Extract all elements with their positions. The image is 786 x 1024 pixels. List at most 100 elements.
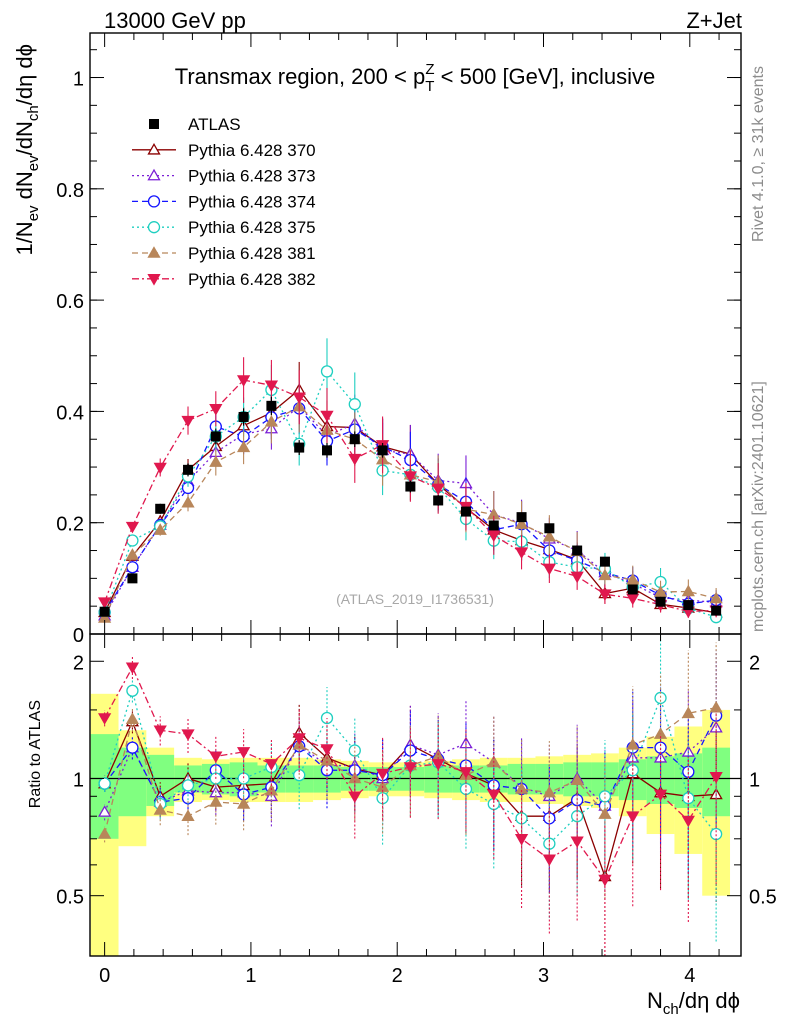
data-marker bbox=[433, 495, 444, 506]
series-marker bbox=[598, 568, 612, 581]
series-marker bbox=[653, 789, 668, 802]
series-marker bbox=[147, 246, 161, 258]
series-marker bbox=[125, 521, 140, 534]
series-marker bbox=[514, 547, 529, 560]
y-tick-label: 0.8 bbox=[56, 180, 84, 202]
series-marker bbox=[626, 738, 640, 750]
series-marker bbox=[153, 523, 167, 535]
legend-item-pythia-6-428-373: Pythia 6.428 373 bbox=[132, 167, 316, 186]
legend-label: Pythia 6.428 370 bbox=[188, 141, 316, 160]
y-tick-label: 0.6 bbox=[56, 291, 84, 313]
ratio-tick-label-right: 2 bbox=[749, 652, 760, 674]
data-marker bbox=[627, 584, 638, 595]
series-marker bbox=[237, 772, 250, 785]
series-marker bbox=[181, 415, 195, 428]
series-marker bbox=[514, 834, 529, 846]
ratio-panel-frame bbox=[89, 633, 742, 957]
data-marker bbox=[127, 573, 138, 584]
series-marker bbox=[375, 768, 390, 781]
data-marker bbox=[99, 606, 110, 617]
series-marker bbox=[153, 725, 167, 738]
series-marker bbox=[542, 529, 556, 542]
legend-label: Pythia 6.428 382 bbox=[188, 270, 316, 289]
series-marker bbox=[598, 874, 612, 887]
series-line-main bbox=[104, 405, 717, 617]
ratio-tick-label-left: 1 bbox=[73, 769, 84, 791]
series-marker bbox=[264, 783, 279, 796]
ratio-tick-label-right: 1 bbox=[749, 769, 760, 791]
series-line-main bbox=[104, 405, 717, 619]
data-marker bbox=[183, 464, 194, 475]
series-marker bbox=[542, 854, 556, 867]
series-marker bbox=[514, 782, 529, 794]
series-marker bbox=[125, 548, 140, 560]
data-marker bbox=[266, 400, 277, 411]
data-marker bbox=[405, 481, 416, 492]
legend-item-pythia-6-428-374: Pythia 6.428 374 bbox=[132, 192, 316, 211]
legend-label: Pythia 6.428 375 bbox=[188, 218, 316, 237]
mcplots-source-label: mcplots.cern.ch [arXiv:2401.10621] bbox=[750, 381, 767, 632]
energy-label: 13000 GeV pp bbox=[104, 8, 246, 33]
legend-item-pythia-6-428-381: Pythia 6.428 381 bbox=[132, 244, 316, 263]
rivet-version-label: Rivet 4.1.0, ≥ 31k events bbox=[750, 66, 767, 242]
data-marker bbox=[210, 431, 221, 442]
series-marker bbox=[348, 744, 361, 757]
series-marker bbox=[236, 797, 251, 809]
series-marker bbox=[209, 455, 223, 467]
series-marker bbox=[147, 195, 161, 208]
legend-label: Pythia 6.428 373 bbox=[188, 167, 316, 186]
data-marker bbox=[488, 520, 499, 531]
series-marker bbox=[570, 571, 584, 584]
series-marker bbox=[98, 805, 112, 817]
data-marker bbox=[572, 545, 583, 556]
series-marker bbox=[153, 803, 167, 815]
series-marker bbox=[147, 274, 161, 286]
series-pythia-6-428-382 bbox=[98, 357, 723, 956]
x-tick-label: 4 bbox=[684, 965, 695, 987]
x-tick-label: 1 bbox=[245, 965, 256, 987]
series-marker bbox=[320, 365, 334, 378]
data-marker bbox=[711, 605, 722, 616]
series-marker bbox=[653, 585, 668, 597]
series-marker bbox=[98, 713, 112, 725]
series-marker bbox=[98, 777, 111, 790]
series-marker bbox=[292, 392, 306, 405]
data-marker bbox=[349, 434, 360, 445]
series-marker bbox=[514, 517, 529, 529]
series-marker bbox=[126, 561, 139, 574]
series-marker bbox=[348, 398, 361, 411]
series-marker bbox=[320, 744, 334, 756]
series-line-ratio bbox=[104, 715, 717, 820]
legend-item-atlas: ATLAS bbox=[149, 115, 241, 134]
series-marker bbox=[403, 762, 417, 774]
series-line-main bbox=[104, 370, 717, 618]
data-marker bbox=[655, 596, 666, 607]
data-marker bbox=[294, 442, 305, 453]
series-marker bbox=[681, 584, 695, 597]
series-marker bbox=[626, 811, 640, 824]
series-marker bbox=[431, 759, 445, 771]
series-marker bbox=[236, 747, 251, 759]
legend-item-pythia-6-428-382: Pythia 6.428 382 bbox=[132, 270, 316, 289]
series-marker bbox=[431, 483, 445, 496]
series-marker bbox=[320, 711, 334, 725]
series-marker bbox=[320, 754, 334, 766]
x-tick-label: 3 bbox=[538, 965, 549, 987]
y-axis-label: 1/Nev dNev/dNch/dη dϕ bbox=[12, 44, 42, 256]
data-marker bbox=[238, 411, 249, 422]
ratio-tick-label-left: 0.5 bbox=[56, 887, 84, 909]
series-marker bbox=[153, 462, 167, 475]
legend-item-pythia-6-428-370: Pythia 6.428 370 bbox=[132, 141, 316, 160]
series-marker bbox=[542, 785, 556, 798]
series-marker bbox=[570, 773, 584, 785]
series-marker bbox=[626, 572, 640, 585]
series-marker bbox=[320, 410, 334, 423]
y-tick-label: 0.2 bbox=[56, 514, 84, 536]
data-marker bbox=[155, 503, 166, 514]
series-marker bbox=[487, 789, 501, 802]
series-marker bbox=[181, 729, 195, 741]
series-marker bbox=[264, 415, 279, 427]
legend: ATLAS Pythia 6.428 370 Pythia 6.428 373 Pyt… bbox=[132, 115, 316, 289]
series-marker bbox=[487, 530, 501, 543]
series-marker bbox=[709, 772, 723, 784]
